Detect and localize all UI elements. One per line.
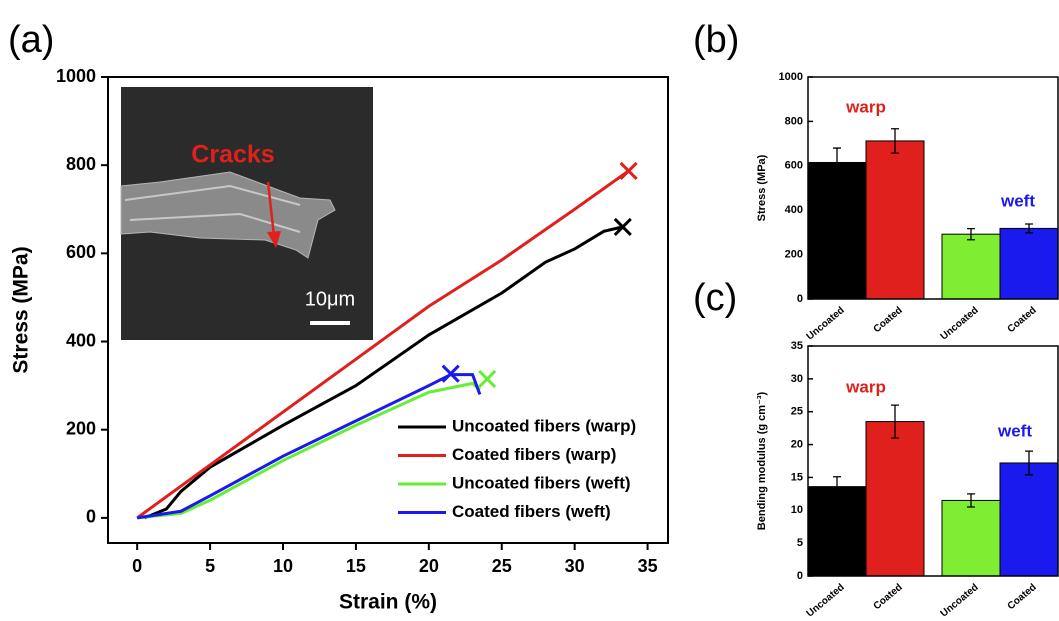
bar <box>941 233 1001 300</box>
panel-label: (a) <box>8 19 54 61</box>
plot-frame <box>807 76 1059 300</box>
bar <box>865 421 925 577</box>
y-tick-label: 25 <box>791 406 803 418</box>
bar <box>941 499 1001 577</box>
panel-label: (b) <box>693 19 739 61</box>
series-line <box>136 169 630 520</box>
group-label: warp <box>845 97 886 116</box>
y-axis-label: Bending modulus (g cm⁻³) <box>756 391 768 530</box>
error-bar <box>833 147 841 178</box>
series-line <box>137 381 481 520</box>
legend-label: Uncoated fibers (weft) <box>452 473 631 492</box>
fracture-marker <box>613 217 632 236</box>
x-tick-label: Coated <box>1006 305 1039 335</box>
x-tick-label: Coated <box>872 305 905 335</box>
x-tick-label: 30 <box>565 556 585 576</box>
y-tick-label: 1000 <box>779 71 803 83</box>
error-bar <box>1025 450 1033 476</box>
plot-frame <box>807 345 1059 577</box>
plot-frame <box>107 76 669 544</box>
x-tick-label: 25 <box>492 556 512 576</box>
arrow-shaft <box>266 181 276 237</box>
error-bar <box>967 493 975 508</box>
group-label: weft <box>997 421 1032 440</box>
series-line <box>143 225 624 520</box>
error-bar <box>967 227 975 241</box>
y-axis-label: Stress (MPa) <box>756 154 768 221</box>
y-tick-label: 30 <box>791 373 803 385</box>
legend-label: Coated fibers (weft) <box>452 502 611 521</box>
arrow-head <box>267 231 281 248</box>
y-tick-label: 600 <box>785 160 803 172</box>
x-tick-label: 35 <box>638 556 658 576</box>
y-tick-label: 600 <box>66 242 96 262</box>
y-tick-label: 5 <box>797 537 803 549</box>
y-tick-label: 1000 <box>56 66 96 86</box>
x-tick-label: Uncoated <box>939 582 981 620</box>
x-tick-label: 20 <box>419 556 439 576</box>
bar <box>999 462 1059 577</box>
fiber-highlight <box>124 184 301 233</box>
x-tick-label: 10 <box>273 556 293 576</box>
x-tick-label: Uncoated <box>939 305 981 343</box>
bar <box>999 227 1059 300</box>
y-tick-label: 0 <box>797 570 803 582</box>
y-tick-label: 800 <box>66 154 96 174</box>
y-tick-label: 0 <box>86 507 96 527</box>
y-tick-label: 0 <box>797 293 803 305</box>
y-tick-label: 400 <box>785 204 803 216</box>
x-tick-label: 15 <box>346 556 366 576</box>
x-tick-label: Uncoated <box>805 582 847 620</box>
panel-label: (c) <box>693 277 737 319</box>
y-tick-label: 15 <box>791 471 803 483</box>
scale-bar-label: 10μm <box>305 288 355 310</box>
error-bar <box>1025 223 1033 234</box>
legend-label: Coated fibers (warp) <box>452 445 616 464</box>
fracture-marker <box>478 369 497 389</box>
group-label: weft <box>1000 191 1035 210</box>
y-tick-label: 200 <box>785 249 803 261</box>
fracture-marker <box>619 161 638 180</box>
y-tick-label: 200 <box>66 418 96 438</box>
y-tick-label: 20 <box>791 438 803 450</box>
series-line <box>136 373 482 520</box>
bar <box>807 161 867 300</box>
y-tick-label: 800 <box>785 115 803 127</box>
x-tick-label: 0 <box>132 556 142 576</box>
x-tick-label: Uncoated <box>805 305 847 343</box>
error-bar <box>833 476 841 498</box>
x-tick-label: 5 <box>205 556 215 576</box>
x-axis-label: Strain (%) <box>339 591 437 614</box>
inset-label: Cracks <box>191 141 274 169</box>
x-tick-label: Coated <box>1006 582 1039 612</box>
bar <box>807 486 867 577</box>
y-tick-label: 35 <box>791 340 803 352</box>
y-tick-label: 10 <box>791 504 803 516</box>
x-tick-label: Coated <box>872 582 905 612</box>
error-bar <box>891 404 899 439</box>
legend-label: Uncoated fibers (warp) <box>452 416 636 435</box>
fracture-marker <box>441 364 460 383</box>
error-bar <box>891 128 899 154</box>
group-label: warp <box>845 377 886 396</box>
y-tick-label: 400 <box>66 330 96 350</box>
bar <box>865 140 925 300</box>
y-axis-label: Stress (MPa) <box>10 246 33 373</box>
